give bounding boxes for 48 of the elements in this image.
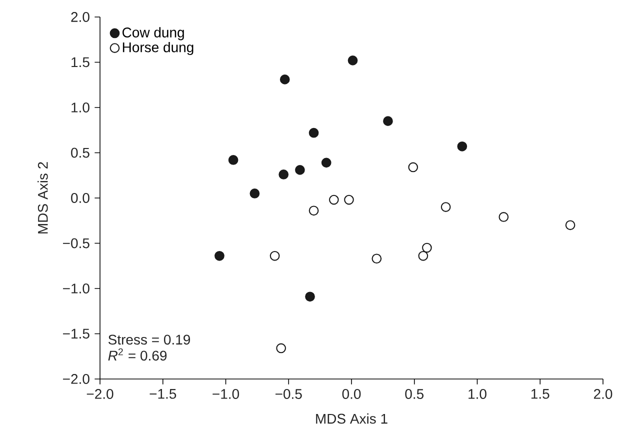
point xyxy=(408,162,418,172)
point xyxy=(270,250,280,261)
legend-label: Horse dung xyxy=(122,42,194,56)
point xyxy=(422,242,432,253)
point xyxy=(295,165,305,175)
point xyxy=(328,194,339,205)
y-tick-label: 0.5 xyxy=(71,148,90,158)
y-tick-label: −1.5 xyxy=(63,328,90,339)
point xyxy=(228,155,238,165)
point xyxy=(308,128,319,138)
y-tick-label: −2.0 xyxy=(63,374,90,384)
point xyxy=(280,74,290,84)
x-axis-title: MDS Axis 1 xyxy=(316,413,388,424)
y-tick-label: 0.0 xyxy=(71,193,90,203)
x-tick-label: −1.5 xyxy=(150,389,176,399)
point xyxy=(383,116,393,126)
point xyxy=(565,220,576,230)
y-tick-label: 1.0 xyxy=(72,102,90,112)
point xyxy=(418,250,428,261)
x-tick-label: 0.0 xyxy=(342,389,361,399)
point xyxy=(348,56,358,66)
x-tick-label: −0.5 xyxy=(276,389,302,399)
x-tick-label: 2.0 xyxy=(594,389,612,399)
point xyxy=(440,202,451,212)
point xyxy=(278,170,289,180)
point xyxy=(457,141,468,152)
point xyxy=(276,343,286,354)
x-tick-label: 1.5 xyxy=(531,389,550,399)
point xyxy=(308,206,319,216)
point xyxy=(214,250,224,261)
annotation: Stress = 0.19 xyxy=(108,334,190,345)
x-tick-label: −1.0 xyxy=(212,389,240,399)
y-axis-title: MDS Axis 2 xyxy=(38,162,48,234)
point xyxy=(250,188,260,198)
point xyxy=(305,292,315,302)
y-tick-label: 2.0 xyxy=(71,12,90,22)
annotation: R$^{2}$ = 0.69 xyxy=(108,348,167,361)
x-tick-label: 1.0 xyxy=(468,389,486,399)
y-tick-label: 1.5 xyxy=(72,57,90,68)
legend-label: Cow dung xyxy=(122,27,184,40)
y-tick-label: −0.5 xyxy=(63,238,90,248)
x-tick-label: 0.5 xyxy=(405,389,424,399)
point xyxy=(321,158,332,168)
point xyxy=(344,194,354,205)
x-tick-label: −2.0 xyxy=(86,389,114,399)
y-tick-label: −1.0 xyxy=(63,284,90,294)
point xyxy=(372,254,382,264)
point xyxy=(498,212,509,222)
